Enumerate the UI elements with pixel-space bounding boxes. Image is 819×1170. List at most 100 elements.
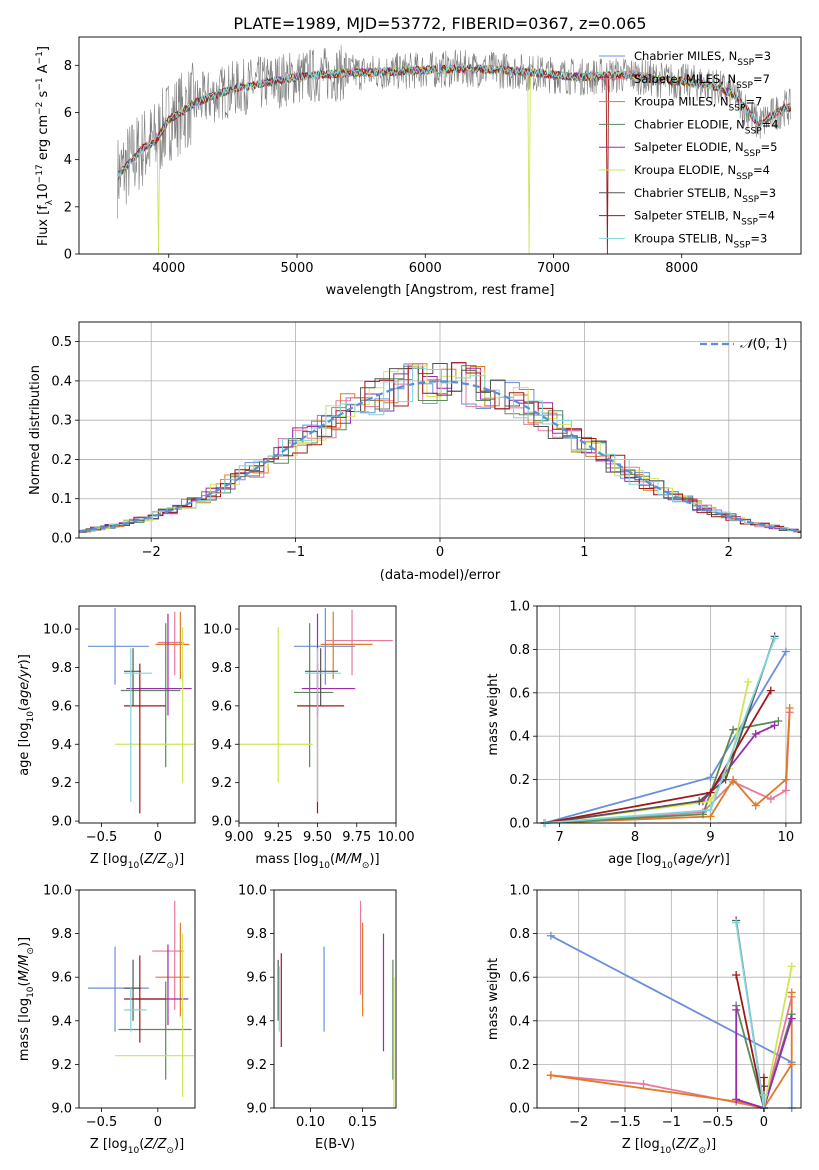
x-axis-label: E(B-V) xyxy=(315,1137,355,1152)
plot-area xyxy=(239,607,393,814)
y-tick-label: 9.4 xyxy=(51,1014,72,1029)
y-tick-label: 0.4 xyxy=(509,730,530,745)
y-tick-label: 9.2 xyxy=(51,776,72,791)
legend-entry: Salpeter STELIB, NSSP=4 xyxy=(634,209,775,228)
observed-spectrum xyxy=(117,45,791,219)
axes-frame xyxy=(273,889,397,1109)
weight-marker xyxy=(766,686,775,695)
weight-line xyxy=(544,638,776,824)
axes-frame xyxy=(78,605,196,824)
legend-entry: Kroupa ELODIE, NSSP=4 xyxy=(634,163,770,182)
weight-marker xyxy=(787,962,796,971)
panel-age-vs-mass: 9.00 9.25 9.50 9.75 10.00 9.0 9.2 9.4 9.6 9.8 10.0… xyxy=(203,605,415,871)
weight-marker xyxy=(729,775,738,784)
weight-marker xyxy=(706,788,715,797)
x-axis-label: age [log10(age/yr)] xyxy=(608,852,730,871)
x-tick-label: 0.10 xyxy=(296,1115,325,1130)
errorbar-chabrier-miles xyxy=(88,607,149,685)
weight-marker xyxy=(732,918,741,927)
weight-marker xyxy=(732,1095,741,1104)
x-tick-label: −1 xyxy=(286,545,305,560)
x-tick-label: 7000 xyxy=(537,261,570,276)
legend-entry: Kroupa STELIB, NSSP=3 xyxy=(634,231,767,250)
weight-line xyxy=(544,707,791,824)
panel-spectrum: 4000 5000 6000 7000 8000 0 2 4 6 8 wavelength [Ang… xyxy=(35,36,802,298)
y-tick-label: 0.2 xyxy=(51,453,72,468)
y-tick-label: 9.0 xyxy=(211,815,232,830)
weight-marker xyxy=(774,717,783,726)
x-tick-label: 0.15 xyxy=(348,1115,377,1130)
weight-marker xyxy=(759,1073,768,1082)
y-tick-label: 0.3 xyxy=(51,414,72,429)
weight-marker xyxy=(787,1014,796,1023)
x-axis-label: Z [log10(Z/Z⊙)] xyxy=(622,1137,716,1156)
x-tick-label: 6000 xyxy=(409,261,442,276)
weight-marker xyxy=(732,971,741,980)
normal-reference-curve xyxy=(79,380,801,533)
weight-marker xyxy=(785,703,794,712)
y-tick-label: 9.4 xyxy=(211,738,232,753)
weight-line xyxy=(544,720,779,824)
axes-frame xyxy=(78,321,802,539)
weights-kroupa-miles xyxy=(540,703,794,827)
panel-mass-weight-vs-age: 7 8 9 10 0.0 0.2 0.4 0.6 0.8 1.0 age [log10(age/yr… xyxy=(486,600,802,871)
axes-frame xyxy=(78,36,802,255)
weight-marker xyxy=(770,721,779,730)
weight-marker xyxy=(766,795,775,804)
weight-line xyxy=(763,966,793,1109)
weight-marker xyxy=(706,773,715,782)
legend-entry: Chabrier STELIB, NSSP=3 xyxy=(634,186,776,205)
weight-marker xyxy=(751,801,760,810)
y-tick-label: 9.0 xyxy=(51,1102,72,1117)
x-tick-label: −1 xyxy=(662,1115,681,1130)
errorbar-chabrier-stelib xyxy=(124,959,141,1021)
y-tick-label: 9.6 xyxy=(51,971,72,986)
errorbar-chabrier-elodie xyxy=(293,623,334,768)
panel-mass-vs-metallicity: −0.5 0 9.0 9.2 9.4 9.6 9.8 10.0 Z [log10(Z/Z⊙)] m… xyxy=(17,884,196,1156)
y-tick-label: 0.4 xyxy=(51,374,72,389)
weight-marker xyxy=(695,797,704,806)
errorbar-chabrier-miles xyxy=(293,607,356,685)
errorbar-kroupa-elodie xyxy=(115,627,194,783)
weight-marker xyxy=(698,810,707,819)
weight-marker xyxy=(787,988,796,997)
y-tick-label: 9.6 xyxy=(246,971,267,986)
weight-marker xyxy=(639,1080,648,1089)
weight-marker xyxy=(770,634,779,643)
y-tick-label: 10.0 xyxy=(203,623,232,638)
figure-title: PLATE=1989, MJD=53772, FIBERID=0367, z=0… xyxy=(233,14,646,33)
weight-line xyxy=(544,651,787,824)
x-tick-label: 9.75 xyxy=(342,830,371,845)
x-tick-label: 5000 xyxy=(280,261,313,276)
errorbar-kroupa-stelib xyxy=(124,988,147,1032)
x-axis-label: mass [log10(M/M⊙)] xyxy=(255,852,379,871)
panel-residual-histogram: −2 −1 0 1 2 0.0 0.1 0.2 0.3 0.4 0.5 (data-model)/er… xyxy=(28,321,802,583)
x-tick-label: 10.00 xyxy=(377,830,414,845)
errorbar-kroupa-elodie xyxy=(239,627,313,783)
x-tick-label: 9.50 xyxy=(303,830,332,845)
y-tick-label: 0.4 xyxy=(509,1014,530,1029)
y-axis-label: mass weight xyxy=(486,673,501,755)
plot-area xyxy=(88,607,194,814)
errorbar-salpeter-miles xyxy=(157,611,184,676)
x-tick-label: −2 xyxy=(569,1115,588,1130)
y-tick-label: 9.2 xyxy=(211,776,232,791)
x-tick-label: 10 xyxy=(778,830,795,845)
errorbar-salpeter-miles xyxy=(325,609,393,676)
x-tick-label: −0.5 xyxy=(86,830,118,845)
x-axis-label: (data-model)/error xyxy=(380,568,501,583)
errorbar-kroupa-stelib xyxy=(304,648,342,802)
y-tick-label: 9.4 xyxy=(51,738,72,753)
y-tick-label: 9.6 xyxy=(51,699,72,714)
legend-entry: Kroupa MILES, NSSP=7 xyxy=(634,95,762,114)
x-tick-label: 2 xyxy=(725,545,733,560)
y-tick-label: 0.1 xyxy=(51,492,72,507)
weight-marker xyxy=(787,1060,796,1069)
weights-chabrier-stelib xyxy=(540,632,779,827)
axes-frame xyxy=(536,889,802,1109)
panel-age-vs-metallicity: −0.5 0 9.0 9.2 9.4 9.6 9.8 10.0 Z [log10(Z/Z⊙)] a… xyxy=(17,605,196,871)
axes-frame xyxy=(238,605,397,824)
weight-marker xyxy=(546,931,555,940)
y-axis-label: age [log10(age/yr)] xyxy=(17,654,36,776)
